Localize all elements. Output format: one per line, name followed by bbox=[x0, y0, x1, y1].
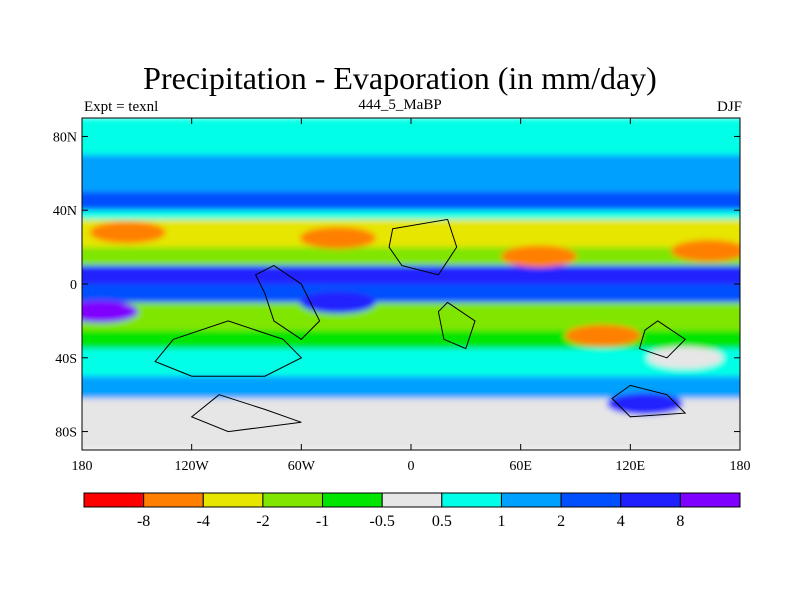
x-tick-label: 60W bbox=[288, 459, 316, 474]
field-band bbox=[82, 118, 740, 155]
field-band bbox=[82, 348, 740, 377]
land-outline bbox=[611, 384, 687, 418]
time-label: 444_5_MaBP bbox=[358, 97, 442, 113]
colorbar-swatch bbox=[322, 492, 383, 508]
colorbar-swatch bbox=[560, 492, 622, 508]
axes: 180 120W 60W 0 60E 120E 180 80N 40N 0 40S 80S bbox=[53, 118, 751, 474]
field-patch bbox=[89, 221, 166, 244]
field-band bbox=[82, 302, 740, 331]
field-patch bbox=[500, 245, 577, 268]
field-band bbox=[82, 376, 740, 399]
colorbar-label: 2 bbox=[557, 513, 565, 530]
y-tick-label: 40N bbox=[53, 204, 77, 219]
land-outline bbox=[388, 218, 458, 276]
land-outlines bbox=[154, 218, 687, 433]
colorbar-label: -2 bbox=[256, 513, 269, 530]
field-band bbox=[82, 210, 740, 220]
colorbar: -8 -4 -2 -1 -0.5 0.5 1 2 4 8 bbox=[83, 492, 741, 530]
field-band bbox=[82, 247, 740, 266]
colorbar-swatch bbox=[381, 492, 443, 508]
field-band bbox=[82, 154, 740, 192]
colorbar-swatch bbox=[441, 492, 502, 508]
field-band bbox=[82, 284, 740, 303]
colorbar-label: -1 bbox=[316, 513, 329, 530]
field-patch bbox=[135, 424, 212, 447]
season-label: DJF bbox=[716, 99, 742, 115]
field-patch bbox=[647, 346, 724, 369]
colorbar-label: 8 bbox=[676, 513, 684, 530]
land-outline bbox=[254, 265, 321, 340]
y-tick-label: 80N bbox=[53, 130, 77, 145]
colorbar-label: -8 bbox=[137, 513, 150, 530]
colorbar-swatch bbox=[500, 492, 562, 508]
field-layer bbox=[82, 118, 740, 450]
field-patch bbox=[606, 392, 683, 415]
field-patch bbox=[564, 324, 641, 347]
field-patch bbox=[670, 239, 740, 262]
colorbar-swatch bbox=[202, 492, 264, 508]
land-outline bbox=[190, 394, 302, 433]
y-tick-label: 40S bbox=[55, 352, 77, 367]
map-area bbox=[82, 118, 740, 450]
field-patch bbox=[299, 291, 376, 314]
field-band bbox=[82, 265, 740, 284]
field-band bbox=[82, 191, 740, 211]
x-tick-label: 180 bbox=[730, 459, 751, 474]
colorbar-label: 1 bbox=[497, 513, 505, 530]
land-outline bbox=[437, 301, 476, 350]
colorbar-label: -4 bbox=[197, 513, 210, 530]
colorbar-swatch bbox=[620, 492, 681, 508]
colorbar-swatch bbox=[83, 492, 145, 508]
x-tick-label: 120W bbox=[175, 459, 210, 474]
y-tick-label: 0 bbox=[70, 278, 77, 293]
land-outline bbox=[638, 320, 686, 359]
y-tick-label: 80S bbox=[55, 426, 77, 441]
colorbar-swatch bbox=[143, 492, 204, 508]
colorbar-label: -0.5 bbox=[370, 513, 395, 530]
colorbar-label: 4 bbox=[617, 513, 625, 530]
x-tick-label: 60E bbox=[509, 459, 532, 474]
x-tick-label: 180 bbox=[72, 459, 93, 474]
field-band bbox=[82, 219, 740, 248]
field-patch bbox=[299, 226, 376, 249]
x-tick-label: 0 bbox=[408, 459, 415, 474]
x-tick-label: 120E bbox=[616, 459, 646, 474]
colorbar-label: 0.5 bbox=[432, 513, 452, 530]
chart-title: Precipitation - Evaporation (in mm/day) bbox=[143, 60, 657, 96]
land-outline bbox=[154, 320, 303, 377]
field-patch bbox=[82, 300, 139, 323]
experiment-label: Expt = texnl bbox=[84, 99, 159, 115]
colorbar-swatch bbox=[262, 492, 324, 508]
colorbar-swatch bbox=[679, 492, 741, 508]
